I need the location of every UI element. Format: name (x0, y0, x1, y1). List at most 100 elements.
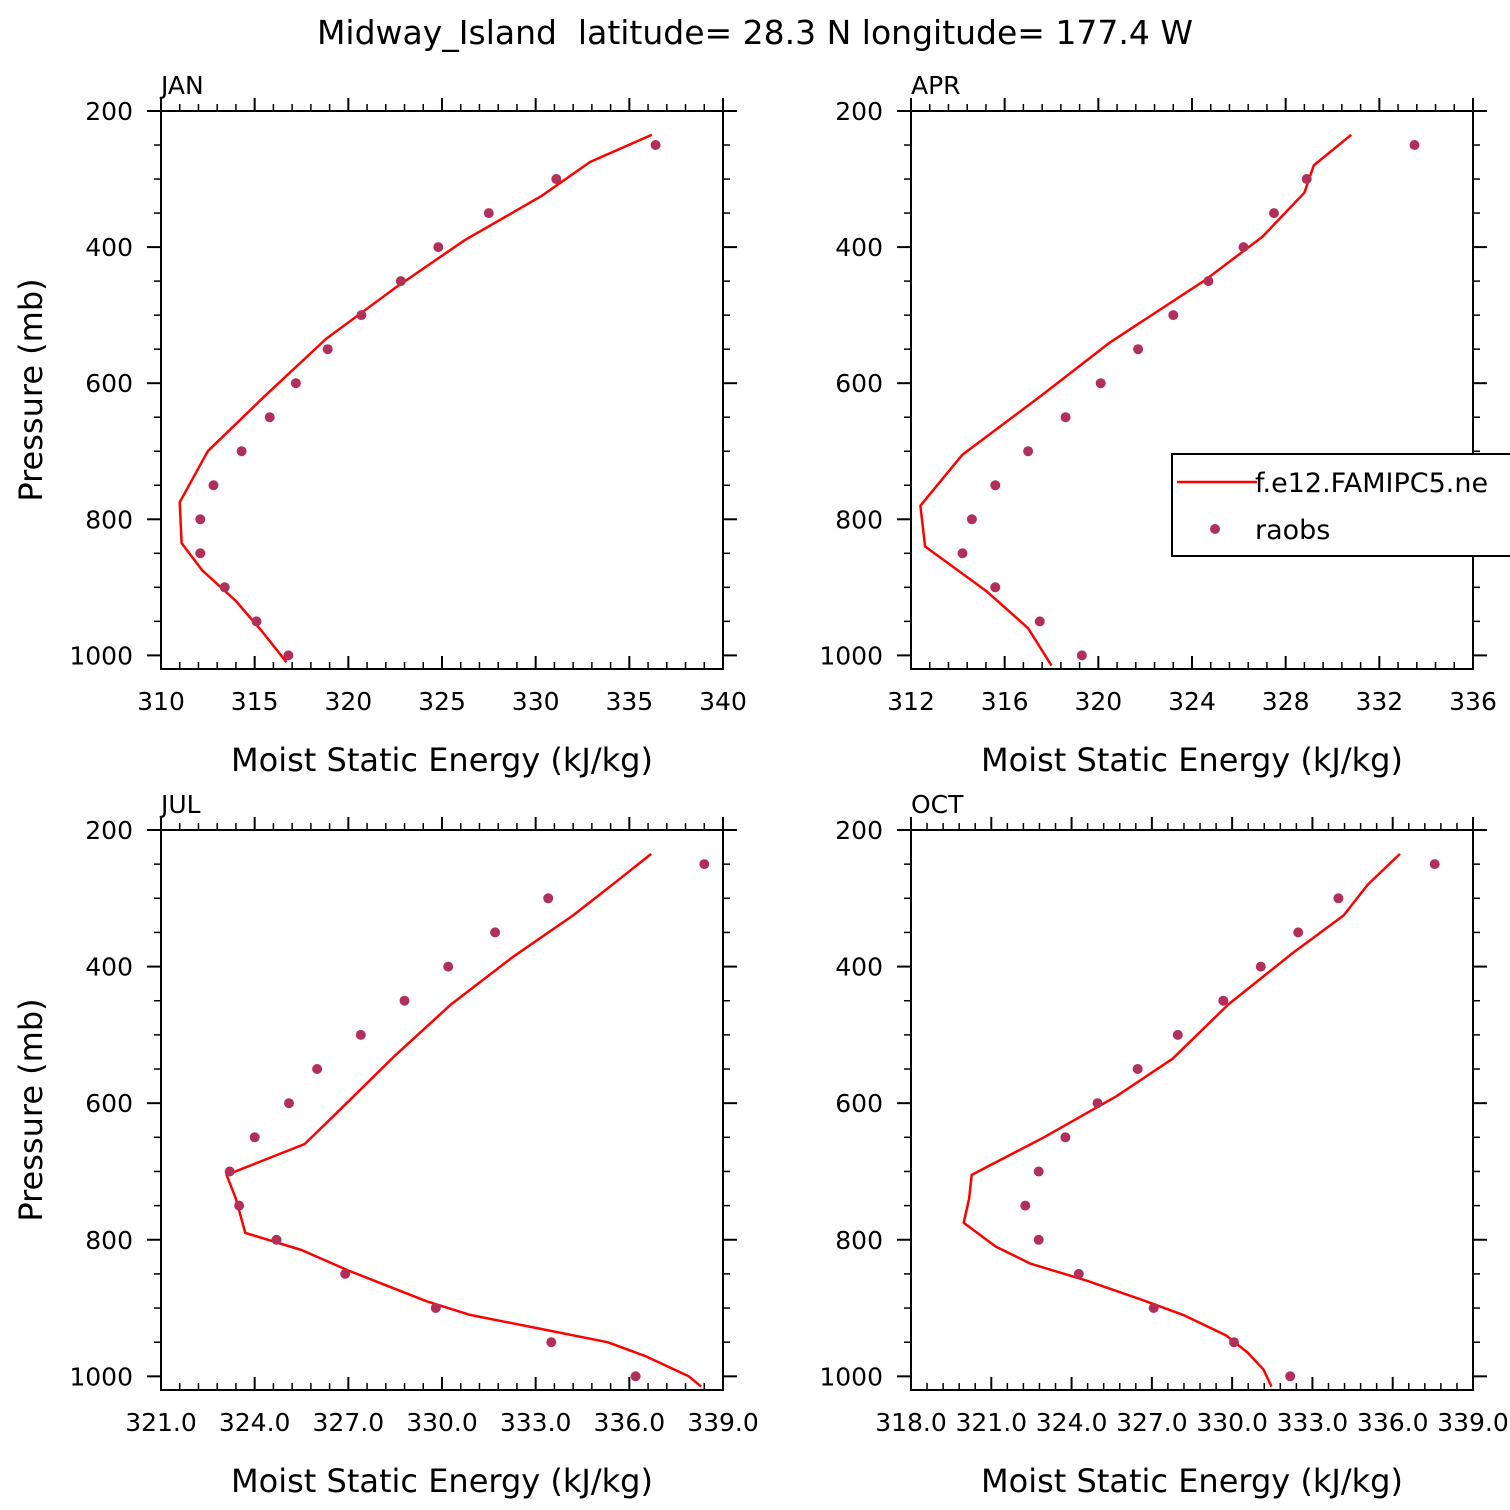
raobs-point (1255, 961, 1266, 972)
raobs-point (195, 548, 206, 559)
raobs-point (208, 480, 219, 491)
y-axis-label: Pressure (mb) (12, 278, 50, 501)
raobs-point (430, 1303, 441, 1313)
raobs-point (399, 995, 410, 1006)
raobs-point (355, 1029, 366, 1040)
raobs-point (1060, 1132, 1071, 1143)
raobs-point (1285, 1371, 1296, 1382)
y-tick-label: 800 (835, 1226, 883, 1255)
y-tick-label: 400 (835, 953, 883, 982)
x-tick-label: 324.0 (1036, 1408, 1108, 1437)
x-axis-label: Moist Static Energy (kJ/kg) (981, 741, 1403, 779)
raobs-point (1218, 995, 1229, 1006)
raobs-point (966, 514, 977, 525)
x-tick-label: 328 (1262, 687, 1310, 716)
model-series-line (225, 852, 702, 1388)
raobs-point (1033, 1166, 1044, 1177)
raobs-point (249, 1132, 260, 1143)
raobs-point (1148, 1303, 1159, 1313)
plot-frame (910, 829, 1474, 1391)
x-tick-label: 324.0 (219, 1408, 291, 1437)
raobs-point (284, 1098, 294, 1109)
panel-label: OCT (911, 790, 964, 819)
raobs-point (1073, 1268, 1084, 1279)
model-series-line (178, 133, 653, 663)
raobs-point (990, 582, 1001, 593)
legend-box (1171, 453, 1510, 557)
raobs-point (1132, 1064, 1143, 1074)
legend-obs-label: raobs (1255, 515, 1330, 546)
y-tick-label: 800 (85, 1226, 133, 1255)
panel-label: JAN (159, 71, 204, 100)
raobs-point (990, 480, 1001, 491)
raobs-point (1095, 378, 1106, 389)
y-tick-label: 1000 (69, 1362, 133, 1391)
panel-label: APR (911, 71, 961, 100)
x-axis-label: Moist Static Energy (kJ/kg) (981, 1462, 1403, 1500)
y-tick-label: 200 (835, 97, 883, 126)
raobs-point (219, 582, 230, 593)
x-tick-label: 316 (981, 687, 1029, 716)
x-axis-label: Moist Static Energy (kJ/kg) (231, 741, 653, 779)
x-tick-label: 339.0 (687, 1408, 759, 1437)
y-tick-label: 800 (835, 505, 883, 534)
raobs-point (551, 174, 562, 184)
x-tick-label: 339.0 (1437, 1408, 1509, 1437)
raobs-point (1409, 140, 1420, 150)
x-tick-label: 333.0 (1277, 1408, 1349, 1437)
y-tick-label: 600 (835, 1089, 883, 1118)
raobs-point (1229, 1337, 1239, 1348)
x-axis-label: Moist Static Energy (kJ/kg) (231, 1462, 653, 1500)
raobs-point (1034, 616, 1045, 627)
raobs-point (546, 1337, 557, 1348)
y-tick-label: 400 (85, 233, 133, 262)
x-tick-label: 327.0 (1116, 1408, 1188, 1437)
legend-model-label: f.e12.FAMIPC5.ne (1255, 468, 1488, 499)
raobs-point (1033, 1234, 1044, 1245)
raobs-point (1301, 174, 1312, 184)
raobs-point (356, 310, 367, 321)
model-series-line (919, 133, 1352, 667)
x-tick-label: 310 (137, 687, 185, 716)
y-tick-label: 200 (85, 97, 133, 126)
raobs-point (283, 650, 294, 661)
raobs-point (312, 1064, 323, 1074)
raobs-point (699, 859, 710, 870)
y-tick-label: 400 (85, 953, 133, 982)
x-tick-label: 321.0 (955, 1408, 1027, 1437)
x-tick-label: 336.0 (1357, 1408, 1429, 1437)
raobs-point (1429, 859, 1440, 870)
legend: f.e12.FAMIPC5.ne raobs (1171, 453, 1510, 557)
raobs-point (195, 514, 206, 525)
y-tick-label: 600 (85, 369, 133, 398)
x-tick-label: 315 (231, 687, 279, 716)
x-tick-label: 330.0 (1196, 1408, 1268, 1437)
raobs-point (1172, 1029, 1183, 1040)
x-tick-label: 336 (1449, 687, 1497, 716)
panel-jan: JAN 310 315 320 325 330 335 340 200 400 600 800 1000… (12, 71, 747, 779)
y-tick-label: 400 (835, 233, 883, 262)
y-tick-label: 600 (85, 1089, 133, 1118)
y-tick-label: 200 (835, 816, 883, 845)
panel-label: JUL (159, 790, 201, 819)
raobs-point (395, 276, 406, 287)
raobs-point (1293, 927, 1304, 938)
raobs-point (1023, 446, 1034, 457)
panels-container: JAN 310 315 320 325 330 335 340 200 400 600 800 1000… (12, 71, 1509, 1500)
raobs-point (290, 378, 301, 389)
raobs-point (543, 893, 554, 904)
x-tick-label: 333.0 (500, 1408, 572, 1437)
raobs-point (1238, 242, 1249, 253)
plot-frame (160, 110, 724, 670)
raobs-point (1269, 208, 1279, 219)
x-tick-label: 330 (512, 687, 560, 716)
x-tick-label: 318.0 (875, 1408, 947, 1437)
raobs-point (236, 446, 247, 457)
raobs-point (650, 140, 661, 150)
y-tick-label: 1000 (69, 641, 133, 670)
x-tick-label: 320 (1074, 687, 1122, 716)
y-tick-label: 800 (85, 505, 133, 534)
y-tick-label: 1000 (819, 641, 883, 670)
raobs-point (490, 927, 501, 938)
